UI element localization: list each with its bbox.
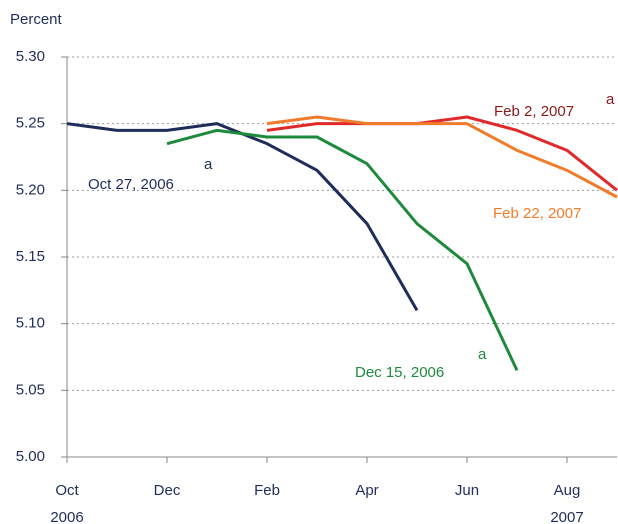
y-tick-label: 5.00 bbox=[16, 448, 45, 465]
x-tick-label: Aug 2007 bbox=[550, 482, 583, 524]
y-tick-label: 5.20 bbox=[16, 181, 45, 198]
x-tick-label-line: 2007 bbox=[550, 509, 583, 524]
line-series bbox=[266, 115, 618, 199]
y-tick-label: 5.10 bbox=[16, 315, 45, 332]
series-label: Feb 2, 2007 bbox=[494, 103, 574, 120]
x-tick-label-line: 2006 bbox=[50, 509, 83, 524]
series-note: a bbox=[204, 156, 213, 173]
x-tick-label-line: Oct bbox=[55, 482, 79, 499]
series-label: Dec 15, 2006 bbox=[355, 364, 444, 381]
series-label: Feb 22, 2007 bbox=[493, 205, 581, 222]
series-note: a bbox=[606, 91, 615, 108]
line-series bbox=[266, 115, 618, 192]
y-tick-label: 5.25 bbox=[16, 115, 45, 132]
series-note: a bbox=[478, 346, 487, 363]
x-tick-label-line: Aug bbox=[554, 482, 581, 499]
line-series bbox=[166, 128, 519, 371]
line-series bbox=[66, 122, 419, 312]
y-tick-label: 5.15 bbox=[16, 248, 45, 265]
y-tick-label: 5.05 bbox=[16, 381, 45, 398]
x-tick-label: Oct 2006 bbox=[50, 482, 83, 524]
x-tick-label: Feb bbox=[254, 482, 280, 499]
y-axis-label: Percent bbox=[10, 11, 63, 28]
x-tick-label: Apr bbox=[355, 482, 378, 499]
x-tick-label: Jun bbox=[455, 482, 479, 499]
x-tick-label: Dec bbox=[154, 482, 181, 499]
y-tick-label: 5.30 bbox=[16, 48, 45, 65]
series-label: Oct 27, 2006 bbox=[88, 176, 174, 193]
